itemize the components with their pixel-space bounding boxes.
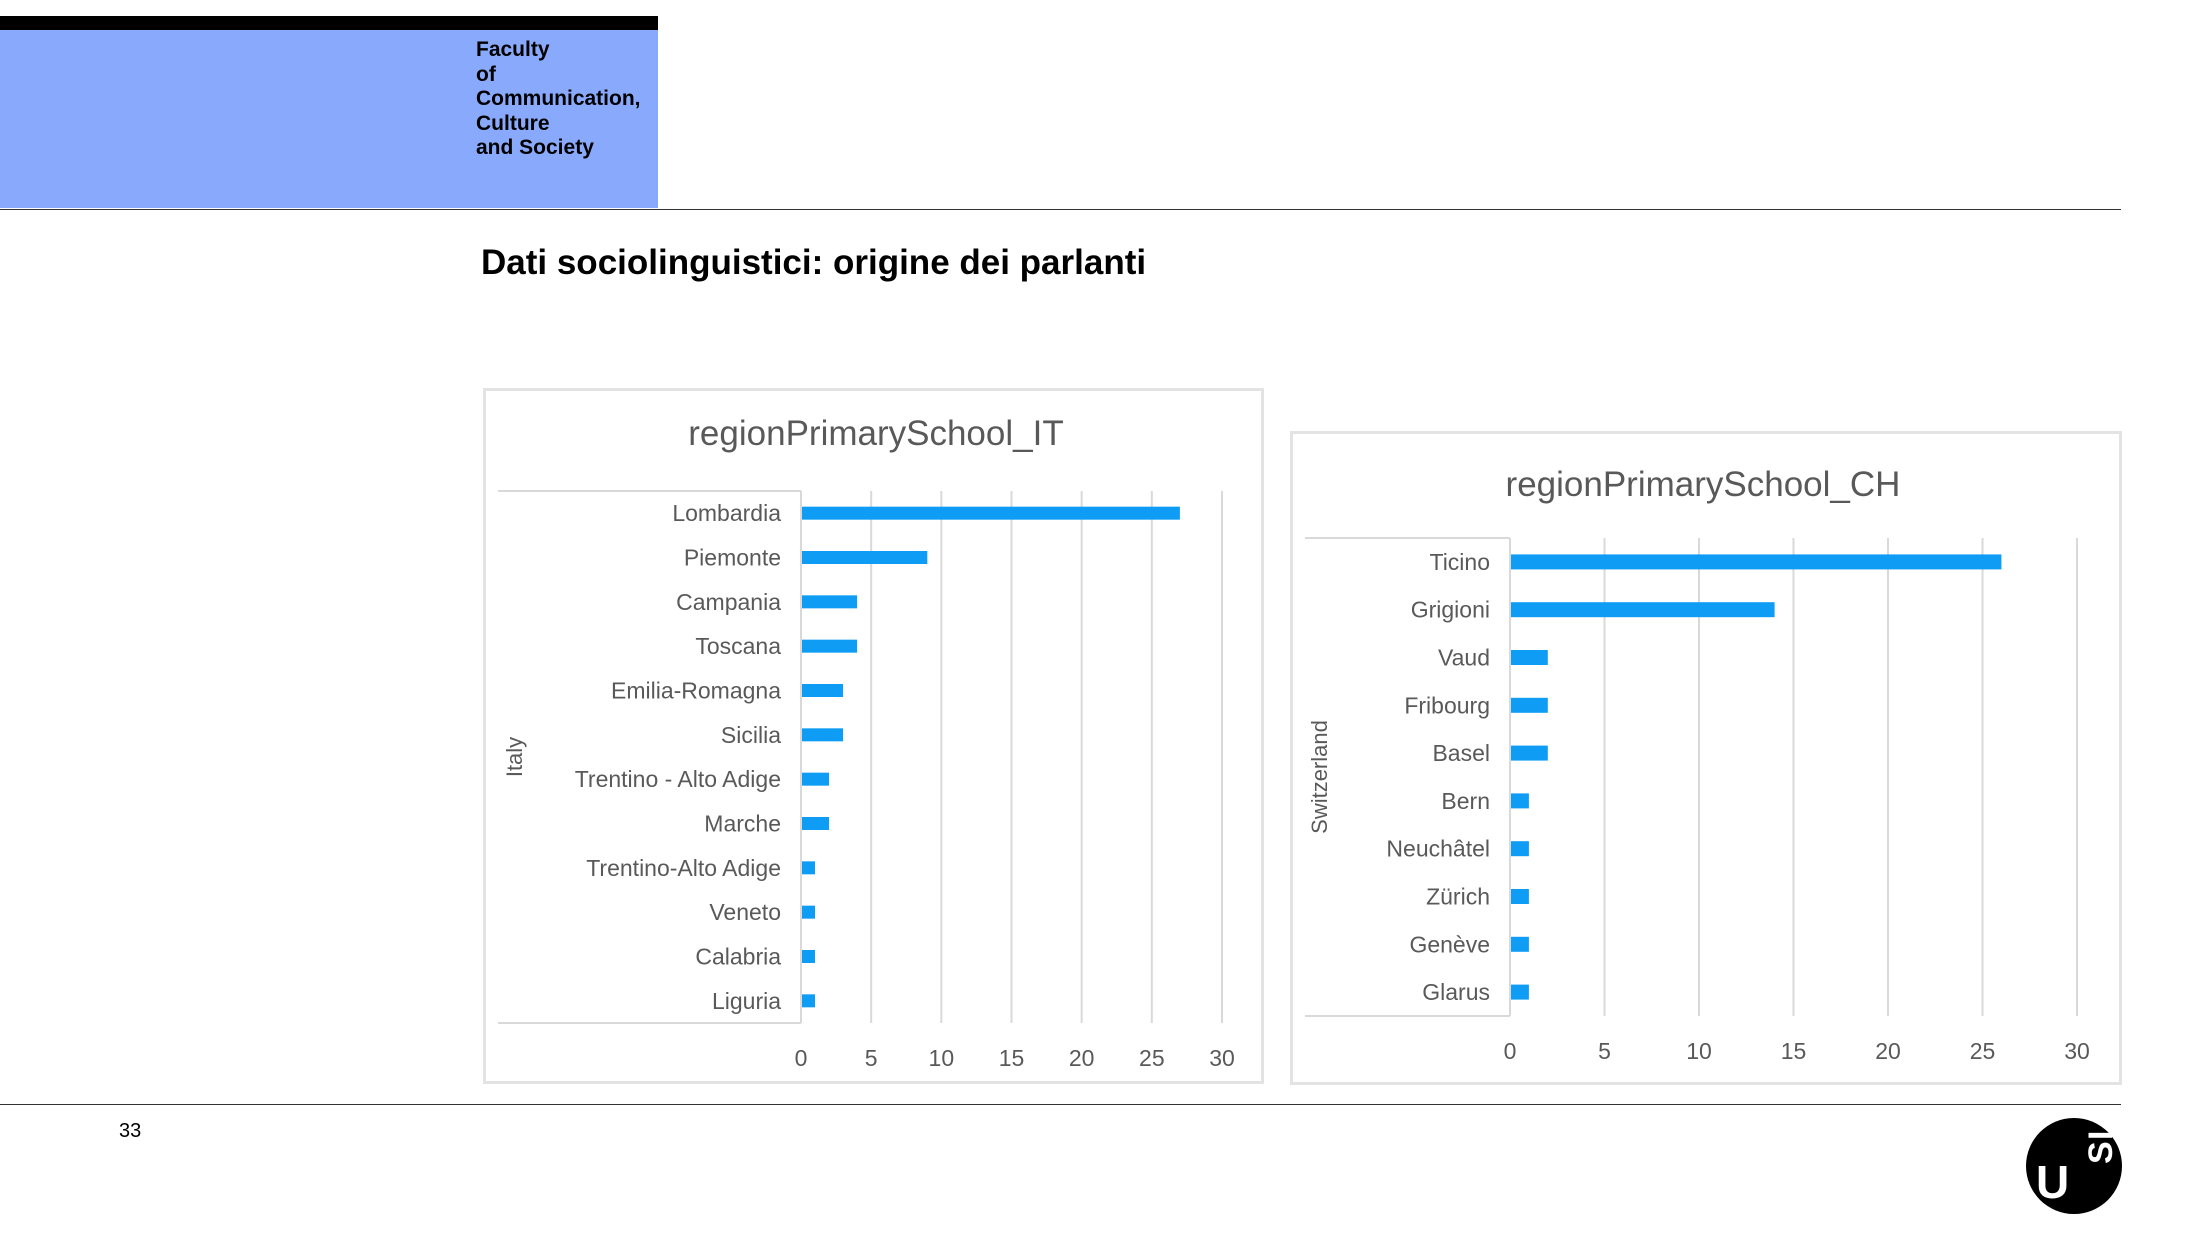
bar-campania (802, 595, 858, 609)
faculty-name: Faculty of Communication, Culture and So… (476, 38, 641, 161)
x-tick-label: 15 (999, 1045, 1025, 1071)
chart-title: regionPrimarySchool_IT (688, 414, 1063, 453)
bar-geneve (1511, 936, 1529, 952)
category-label-toscana: Toscana (695, 633, 781, 659)
category-label-basel: Basel (1432, 740, 1490, 766)
category-label-ticino: Ticino (1430, 549, 1491, 575)
bar-basel (1511, 745, 1548, 761)
category-label-sicilia: Sicilia (721, 722, 781, 748)
category-label-marche: Marche (704, 811, 781, 837)
category-label-liguria: Liguria (712, 988, 781, 1014)
x-tick-label: 20 (1069, 1045, 1095, 1071)
bar-ticino (1511, 554, 2002, 570)
category-label-lombardia: Lombardia (672, 500, 781, 526)
bar-vaud (1511, 650, 1548, 665)
x-tick-label: 10 (929, 1045, 955, 1071)
category-label-glarus: Glarus (1422, 979, 1490, 1005)
chart-italy: regionPrimarySchool_IT Italy Lombardia Piem… (498, 414, 1235, 1071)
category-label-bern: Bern (1441, 788, 1490, 814)
x-tick-label: 5 (1598, 1038, 1611, 1064)
bar-zurich (1511, 889, 1529, 904)
slide-title: Dati sociolinguistici: origine dei parla… (481, 243, 1147, 282)
faculty-line: Culture (476, 111, 550, 135)
faculty-line: Communication, (476, 87, 641, 110)
category-label-zurich: Zürich (1426, 884, 1490, 910)
bar-sicilia (802, 728, 844, 742)
x-tick-label: 20 (1875, 1038, 1901, 1064)
logo-letter-u: U (2036, 1156, 2069, 1208)
x-tick-label: 25 (1139, 1045, 1165, 1071)
bar-marche (802, 817, 830, 830)
bar-grigioni (1511, 602, 1775, 618)
bar-glarus (1511, 984, 1529, 1000)
faculty-header: Faculty of Communication, Culture and So… (0, 30, 658, 208)
bar-trentino-alto-adige (802, 772, 830, 786)
chart-panel-switzerland: regionPrimarySchool_CH Switzerland Ticino G… (1290, 431, 2122, 1085)
header-top-bar (0, 16, 658, 30)
bar-fribourg (1511, 697, 1548, 713)
footer-divider (0, 1104, 2121, 1105)
faculty-line: of (476, 62, 496, 86)
bar-emilia-romagna (802, 684, 844, 697)
bar-piemonte (802, 551, 928, 564)
x-tick-label: 0 (795, 1045, 808, 1071)
bar-bern (1511, 793, 1529, 809)
bar-liguria (802, 994, 816, 1008)
chart-title: regionPrimarySchool_CH (1506, 465, 1901, 504)
category-label-neuchatel: Neuchâtel (1386, 836, 1490, 862)
usi-logo: U S I (2026, 1118, 2122, 1214)
category-label-fribourg: Fribourg (1404, 692, 1490, 718)
bar-toscana (802, 639, 858, 653)
logo-letter-s: S (2082, 1141, 2120, 1164)
category-label-veneto: Veneto (709, 899, 781, 925)
category-label-campania: Campania (676, 589, 781, 615)
category-label-calabria: Calabria (695, 944, 781, 970)
logo-letter-i: I (2082, 1131, 2120, 1140)
category-label-trentino-alto-adige: Trentino-Alto Adige (586, 855, 781, 881)
group-label: Italy (502, 737, 527, 777)
x-tick-label: 30 (2064, 1038, 2090, 1064)
x-tick-label: 5 (865, 1045, 878, 1071)
group-label: Switzerland (1307, 720, 1332, 834)
category-label-piemonte: Piemonte (684, 545, 781, 571)
x-tick-label: 30 (1209, 1045, 1235, 1071)
bar-neuchatel (1511, 841, 1529, 857)
category-label-grigioni: Grigioni (1411, 597, 1490, 623)
faculty-line: Faculty (476, 38, 550, 61)
faculty-line: and Society (476, 136, 594, 159)
bar-trentino-alto-adige (802, 861, 816, 875)
category-label-emilia-romagna: Emilia-Romagna (611, 678, 781, 704)
bar-calabria (802, 950, 816, 963)
page-number: 33 (119, 1120, 142, 1142)
x-tick-label: 15 (1781, 1038, 1807, 1064)
x-tick-label: 10 (1686, 1038, 1712, 1064)
category-label-trentino-alto-adige: Trentino - Alto Adige (575, 766, 781, 792)
x-tick-label: 25 (1970, 1038, 1996, 1064)
category-label-vaud: Vaud (1438, 645, 1490, 671)
x-tick-label: 0 (1504, 1038, 1517, 1064)
bar-lombardia (802, 506, 1180, 520)
bar-veneto (802, 905, 816, 919)
chart-switzerland: regionPrimarySchool_CH Switzerland Ticino G… (1305, 465, 2090, 1064)
chart-panel-italy: regionPrimarySchool_IT Italy Lombardia Piem… (483, 388, 1264, 1084)
header-divider (0, 209, 2121, 210)
category-label-geneve: Genève (1409, 931, 1490, 957)
